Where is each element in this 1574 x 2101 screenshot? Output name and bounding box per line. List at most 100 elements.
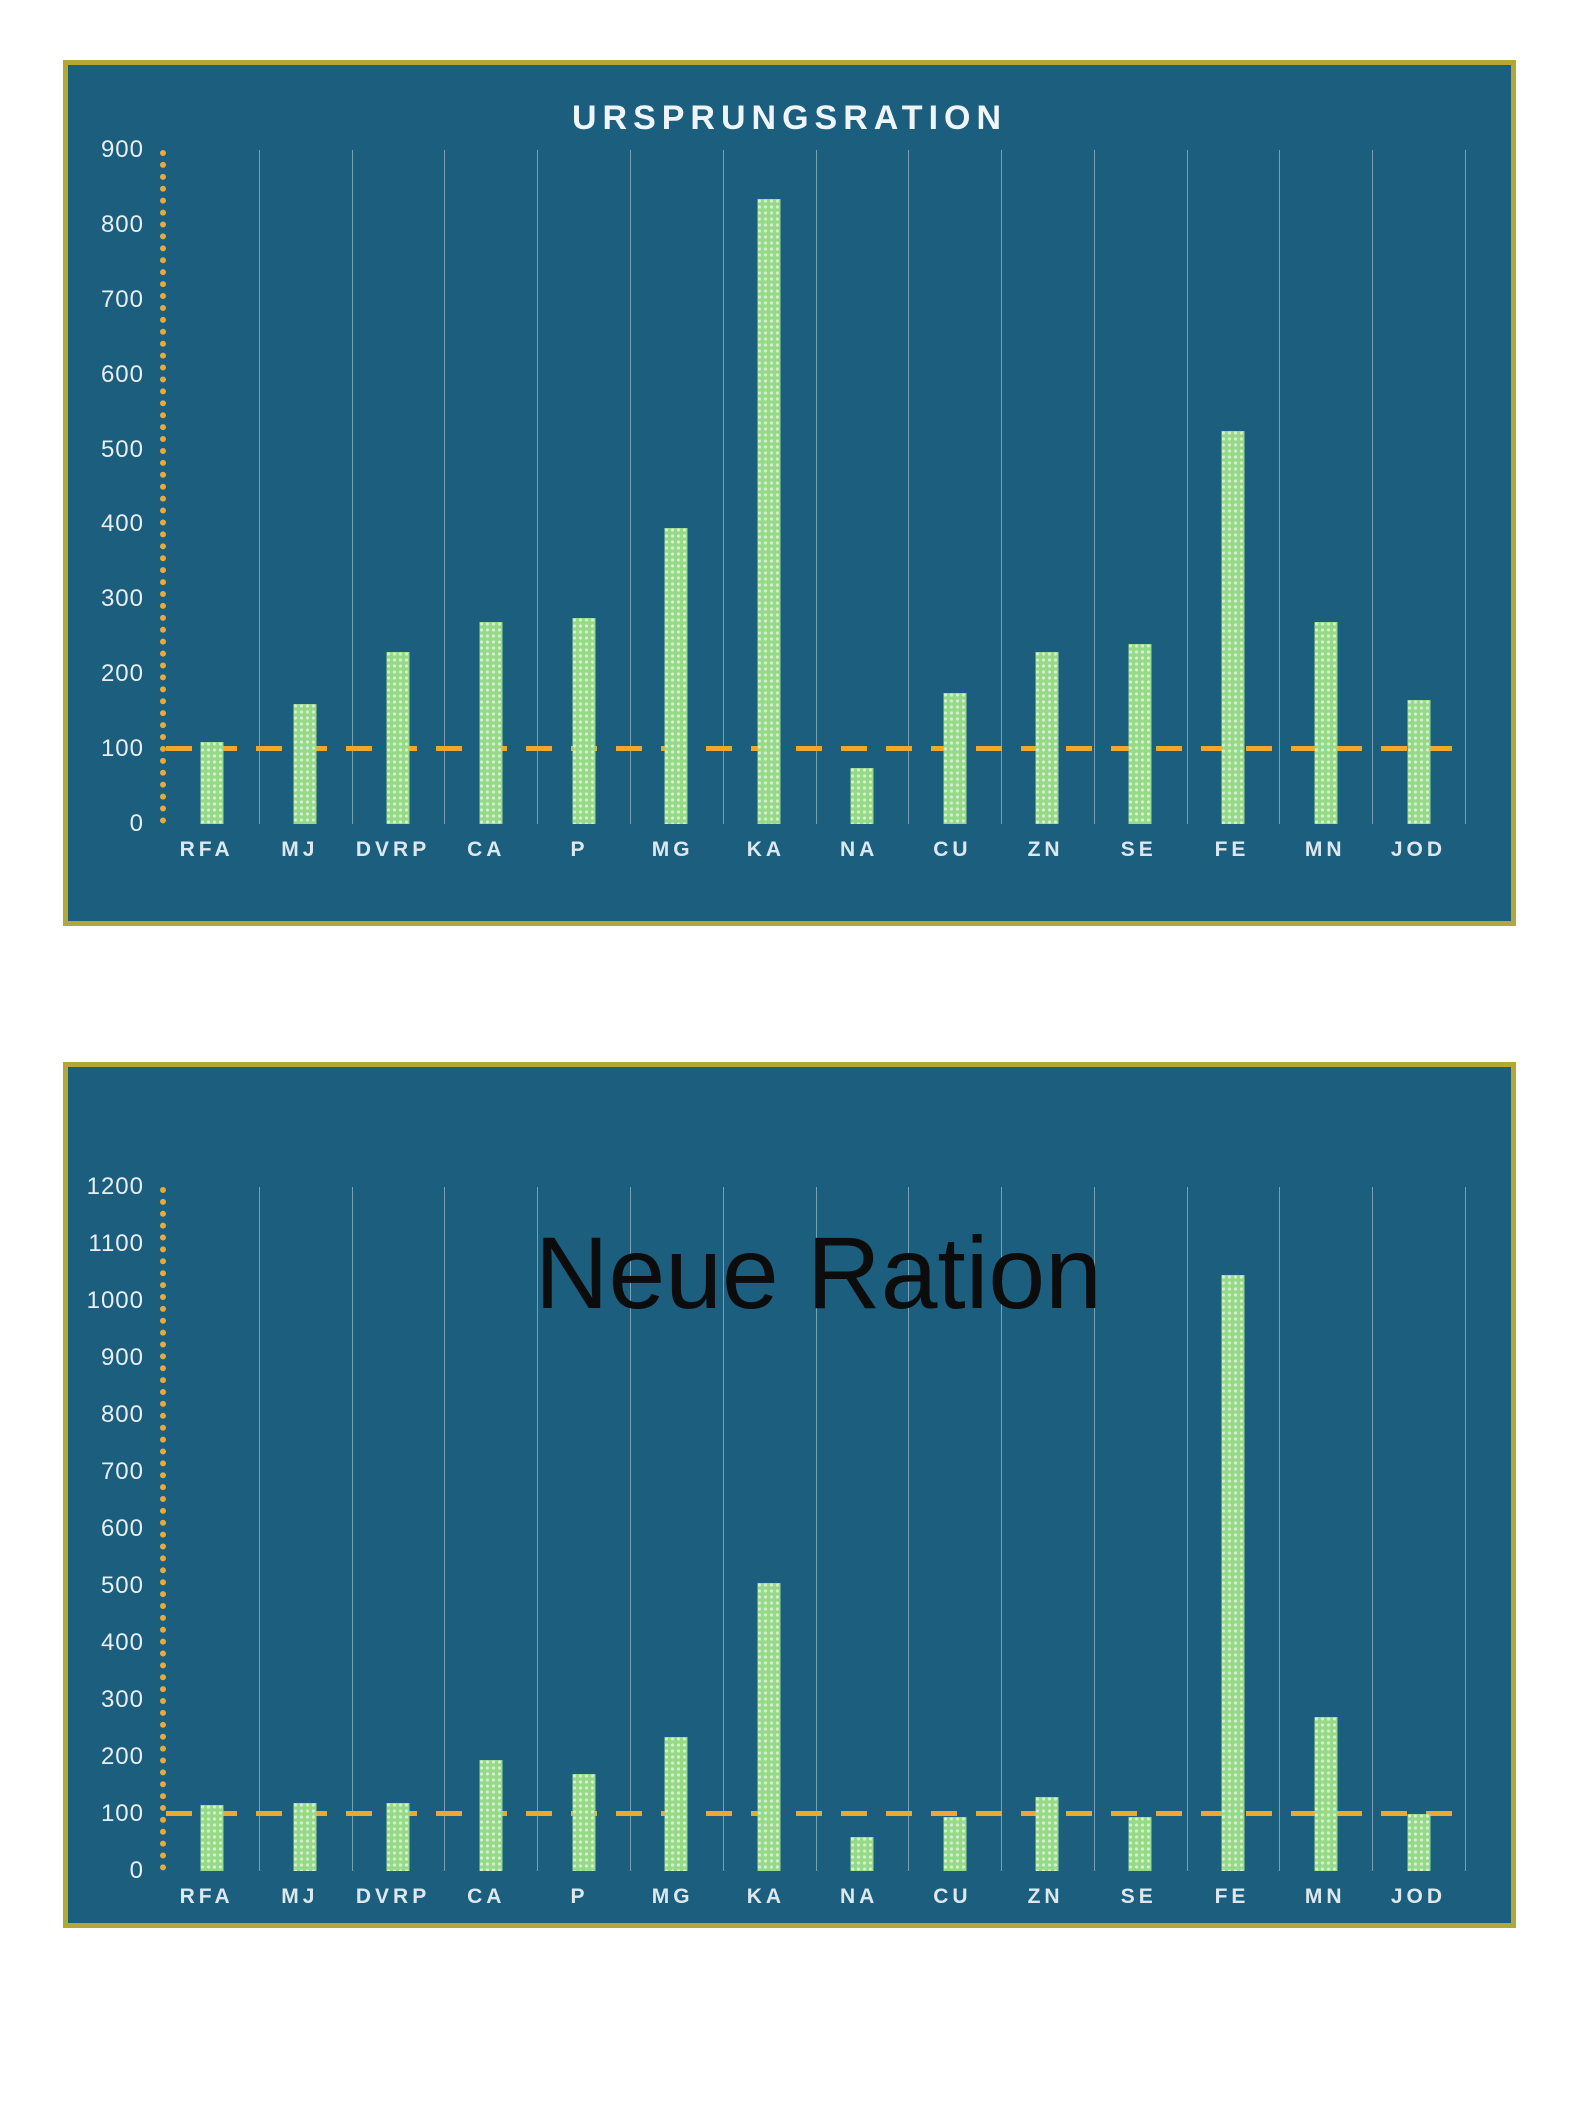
y-tick-label: 400 bbox=[100, 510, 144, 538]
x-tick-label: P bbox=[570, 1885, 589, 1908]
x-tick-label: MN bbox=[1304, 838, 1346, 861]
x-tick-label: MN bbox=[1304, 1885, 1346, 1908]
gridline bbox=[1001, 1187, 1003, 1871]
gridline bbox=[1279, 150, 1281, 824]
gridline bbox=[258, 1187, 260, 1871]
x-tick-label: NA bbox=[839, 1885, 879, 1908]
bar-dvrp bbox=[386, 1802, 410, 1871]
x-tick-label: JOD bbox=[1390, 838, 1447, 861]
bar-rfa bbox=[200, 1805, 224, 1871]
y-tick-label: 400 bbox=[100, 1628, 144, 1656]
y-tick-label: 100 bbox=[100, 735, 144, 763]
gridline bbox=[351, 150, 353, 824]
bar-se bbox=[1128, 644, 1152, 824]
gridline bbox=[1279, 1187, 1281, 1871]
x-tick-label: SE bbox=[1120, 1885, 1157, 1908]
bar-fe bbox=[1221, 1275, 1245, 1871]
gridline bbox=[1372, 150, 1374, 824]
x-tick-label: FE bbox=[1214, 1885, 1250, 1908]
bar-mg bbox=[664, 1737, 688, 1871]
y-tick-label: 800 bbox=[100, 1400, 144, 1428]
x-tick-label: P bbox=[570, 838, 589, 861]
x-tick-label: CU bbox=[933, 838, 972, 861]
y-tick-label: 100 bbox=[100, 1800, 144, 1827]
x-tick-label: ZN bbox=[1027, 1885, 1064, 1908]
gridline bbox=[1465, 1187, 1466, 1871]
y-tick-label: 900 bbox=[100, 136, 144, 163]
y-tick-label: 1100 bbox=[88, 1229, 144, 1257]
x-tick-label: FE bbox=[1214, 838, 1250, 861]
y-tick-label: 300 bbox=[100, 1686, 144, 1713]
gridline bbox=[1372, 1187, 1374, 1871]
gridline bbox=[815, 1187, 817, 1871]
bar-se bbox=[1128, 1816, 1152, 1871]
bar-mj bbox=[293, 1802, 317, 1871]
chart-area: 0 100 200 300 400 500 600 700 800 900 bbox=[68, 136, 1511, 837]
bar-mj bbox=[293, 704, 317, 824]
bar-ka bbox=[757, 198, 781, 824]
bar-mg bbox=[664, 528, 688, 824]
gridline bbox=[1186, 1187, 1188, 1871]
gridline bbox=[258, 150, 260, 824]
x-axis-labels: RFA MJ DVRP CA P MG KA NA CU ZN SE FE MN JOD bbox=[160, 838, 1511, 862]
y-tick-label: 0 bbox=[129, 1857, 144, 1884]
bar-rfa bbox=[200, 741, 224, 824]
x-tick-label: MJ bbox=[281, 1885, 319, 1908]
bar-dvrp bbox=[386, 651, 410, 824]
x-tick-label: KA bbox=[746, 838, 786, 861]
bar-ka bbox=[757, 1583, 781, 1871]
y-tick-label: 300 bbox=[100, 585, 144, 613]
gridline bbox=[1001, 150, 1003, 824]
x-tick-label: SE bbox=[1120, 838, 1157, 861]
bar-cu bbox=[943, 692, 967, 824]
y-tick-label: 600 bbox=[100, 1515, 144, 1542]
gridline bbox=[1093, 1187, 1095, 1871]
y-tick-label: 200 bbox=[100, 1743, 144, 1770]
x-tick-label: CU bbox=[933, 1885, 972, 1908]
gridline bbox=[444, 150, 446, 824]
x-tick-label: NA bbox=[839, 838, 879, 861]
x-tick-label: DVRP bbox=[355, 1885, 431, 1908]
gridline bbox=[537, 1187, 539, 1871]
x-tick-label: CA bbox=[467, 838, 506, 861]
gridline bbox=[351, 1187, 353, 1871]
gridline bbox=[722, 150, 724, 824]
bar-jod bbox=[1407, 1814, 1431, 1871]
gridline bbox=[1465, 150, 1466, 824]
gridline bbox=[1093, 150, 1095, 824]
bar-na bbox=[850, 767, 874, 824]
bar-zn bbox=[1035, 651, 1059, 824]
y-tick-label: 1000 bbox=[86, 1286, 144, 1314]
x-tick-label: KA bbox=[746, 1885, 786, 1908]
x-tick-label: CA bbox=[467, 1885, 506, 1908]
gridline bbox=[815, 150, 817, 824]
x-tick-label: DVRP bbox=[355, 838, 431, 861]
y-tick-label: 0 bbox=[129, 810, 144, 837]
bar-cu bbox=[943, 1816, 967, 1871]
gridline bbox=[629, 1187, 631, 1871]
y-tick-label: 600 bbox=[100, 360, 144, 388]
x-tick-label: MJ bbox=[281, 838, 319, 861]
bar-mn bbox=[1314, 1717, 1338, 1871]
chart-panel-ursprungsration: URSPRUNGSRATION 0 100 200 300 400 500 600 700 80… bbox=[63, 60, 1516, 926]
x-tick-label: ZN bbox=[1027, 838, 1064, 861]
bar-fe bbox=[1221, 430, 1245, 824]
x-tick-label: RFA bbox=[179, 1885, 234, 1908]
x-axis-labels: RFA MJ DVRP CA P MG KA NA CU ZN SE FE MN JOD bbox=[160, 1885, 1511, 1909]
y-axis-labels: 0 100 200 300 400 500 600 700 800 900 1000 1100 1200 bbox=[68, 1173, 160, 1884]
y-tick-label: 500 bbox=[100, 1572, 144, 1599]
reference-line bbox=[166, 1811, 1465, 1817]
x-tick-label: JOD bbox=[1390, 1885, 1447, 1908]
y-tick-label: 700 bbox=[100, 285, 144, 313]
bar-ca bbox=[479, 621, 503, 824]
bar-jod bbox=[1407, 700, 1431, 824]
y-tick-label: 1200 bbox=[86, 1173, 144, 1200]
bar-ca bbox=[479, 1759, 503, 1871]
bar-zn bbox=[1035, 1796, 1059, 1871]
x-tick-label: MG bbox=[651, 838, 694, 861]
gridline bbox=[1186, 150, 1188, 824]
bar-na bbox=[850, 1836, 874, 1871]
chart-panel-neue-ration: Neue Ration 0 100 200 300 400 500 600 700 800 900… bbox=[63, 1062, 1516, 1928]
chart-title: URSPRUNGSRATION bbox=[571, 99, 1008, 137]
